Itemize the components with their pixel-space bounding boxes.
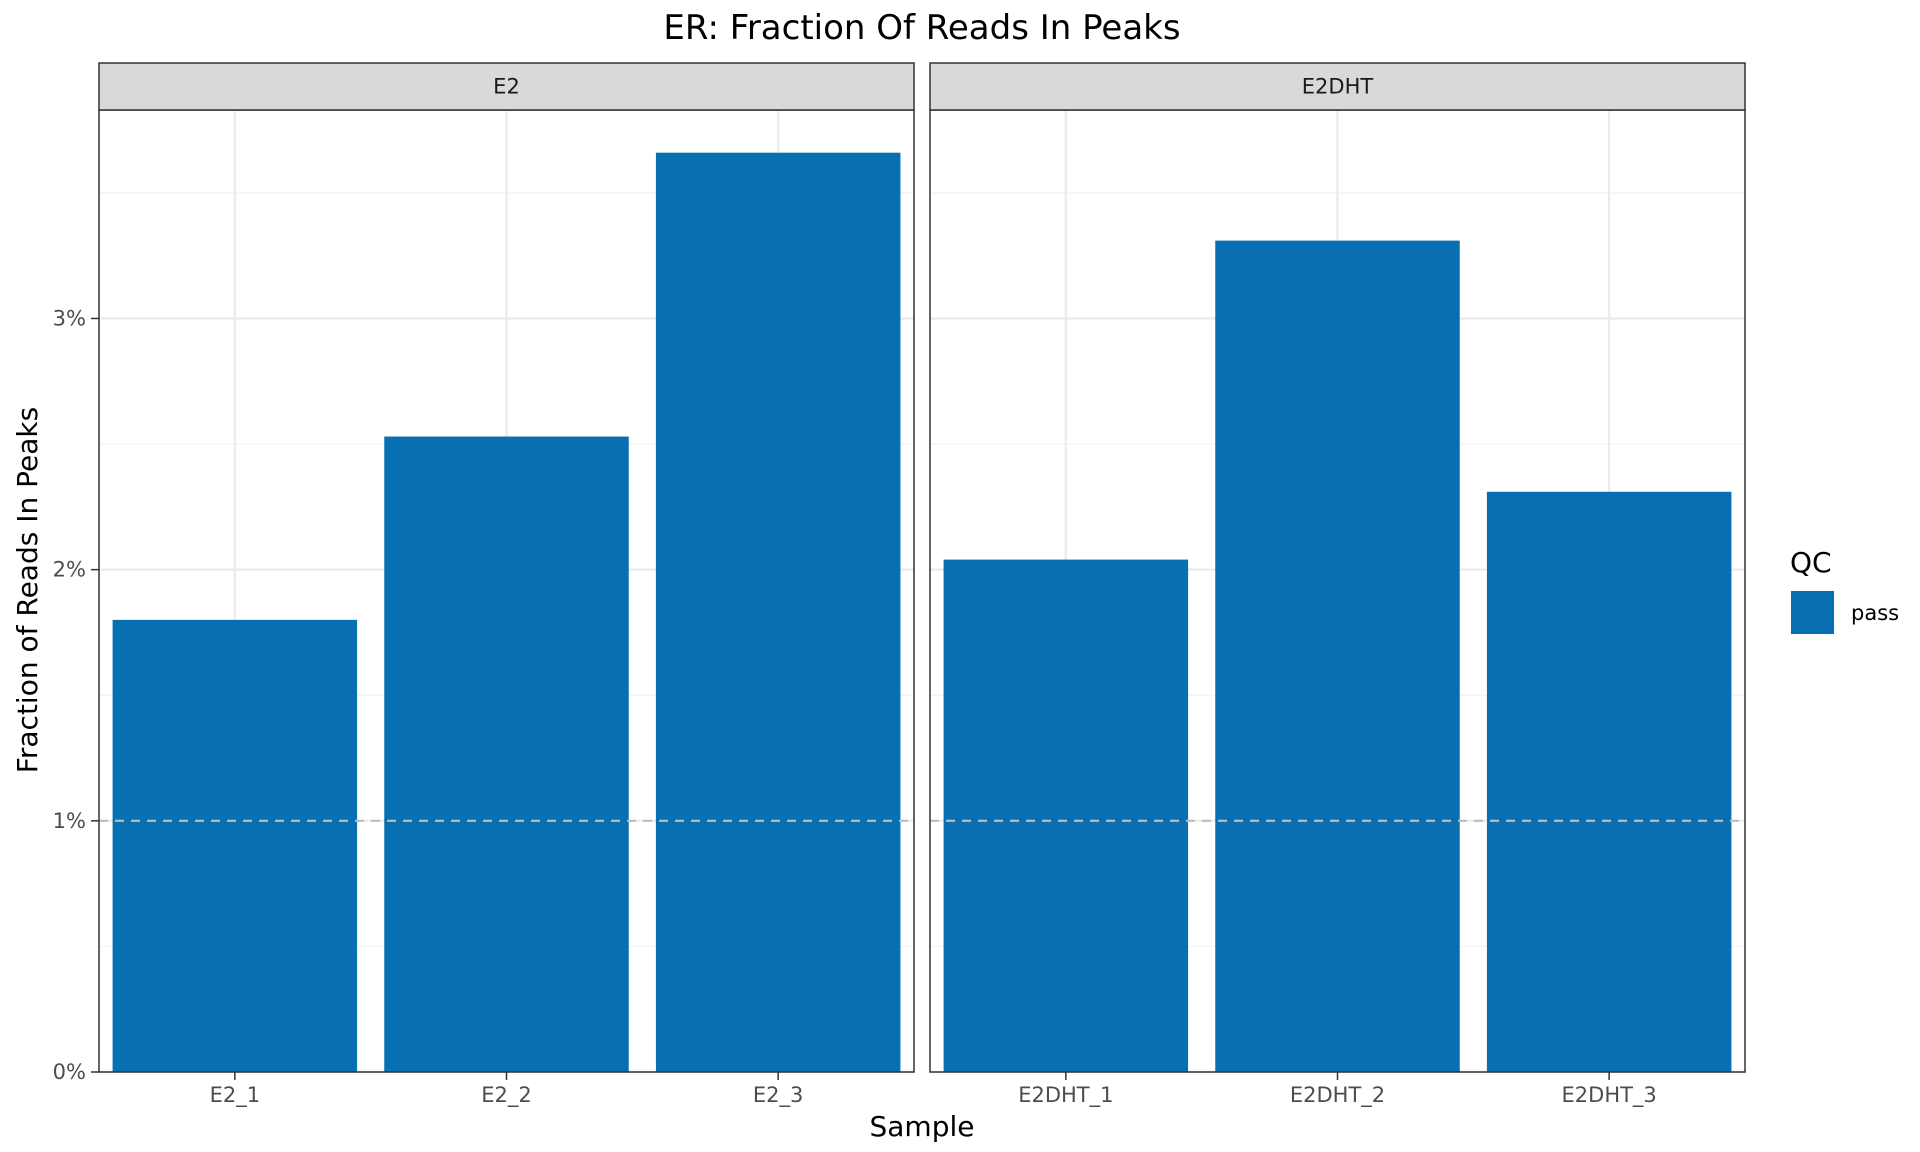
facet-strip [929,62,1746,111]
y-axis-title: Fraction of Reads In Peaks [11,407,44,773]
legend: QC pass [1790,546,1899,634]
x-tick-label: E2DHT_2 [1290,1083,1385,1108]
y-tick-label: 0% [53,1060,86,1084]
bar-e2dht-2 [1215,240,1460,1072]
facet-panel-e2: E2 E2_1 E2_2 E2_3 [98,62,915,1108]
bar-e2dht-1 [943,559,1189,1072]
bar-e2-1 [112,619,358,1072]
bar-e2-3 [655,152,901,1073]
y-tick-label: 2% [53,558,86,582]
facet-strip-label: E2DHT [1302,75,1374,99]
facet-strip-label: E2 [493,75,520,99]
x-axis-title: Sample [870,1110,975,1143]
y-tick-label: 1% [53,809,86,833]
x-tick-label: E2DHT_1 [1018,1083,1113,1108]
facet-panel-e2dht: E2DHT E2DHT_1 E2DHT_2 E2DHT_3 [929,62,1746,1108]
legend-label: pass [1851,601,1899,625]
y-tick-label: 3% [53,306,86,330]
bar-e2dht-3 [1486,491,1732,1072]
x-tick-label: E2_2 [481,1083,532,1108]
facet-strip [98,62,915,111]
chart-title: ER: Fraction Of Reads In Peaks [663,8,1180,48]
bar-e2-2 [384,436,629,1072]
legend-key [1791,591,1834,634]
x-tick-label: E2DHT_3 [1562,1083,1657,1108]
facet-panels: E2 E2_1 E2_2 E2_3 E2DHT E2DHT_1 E2DHT_2 E2DHT_3 [98,62,1746,1108]
y-axis: 0% 1% 2% 3% [53,306,99,1084]
x-tick-label: E2_1 [210,1083,261,1108]
x-tick-label: E2_3 [753,1083,804,1108]
legend-title: QC [1790,546,1832,579]
